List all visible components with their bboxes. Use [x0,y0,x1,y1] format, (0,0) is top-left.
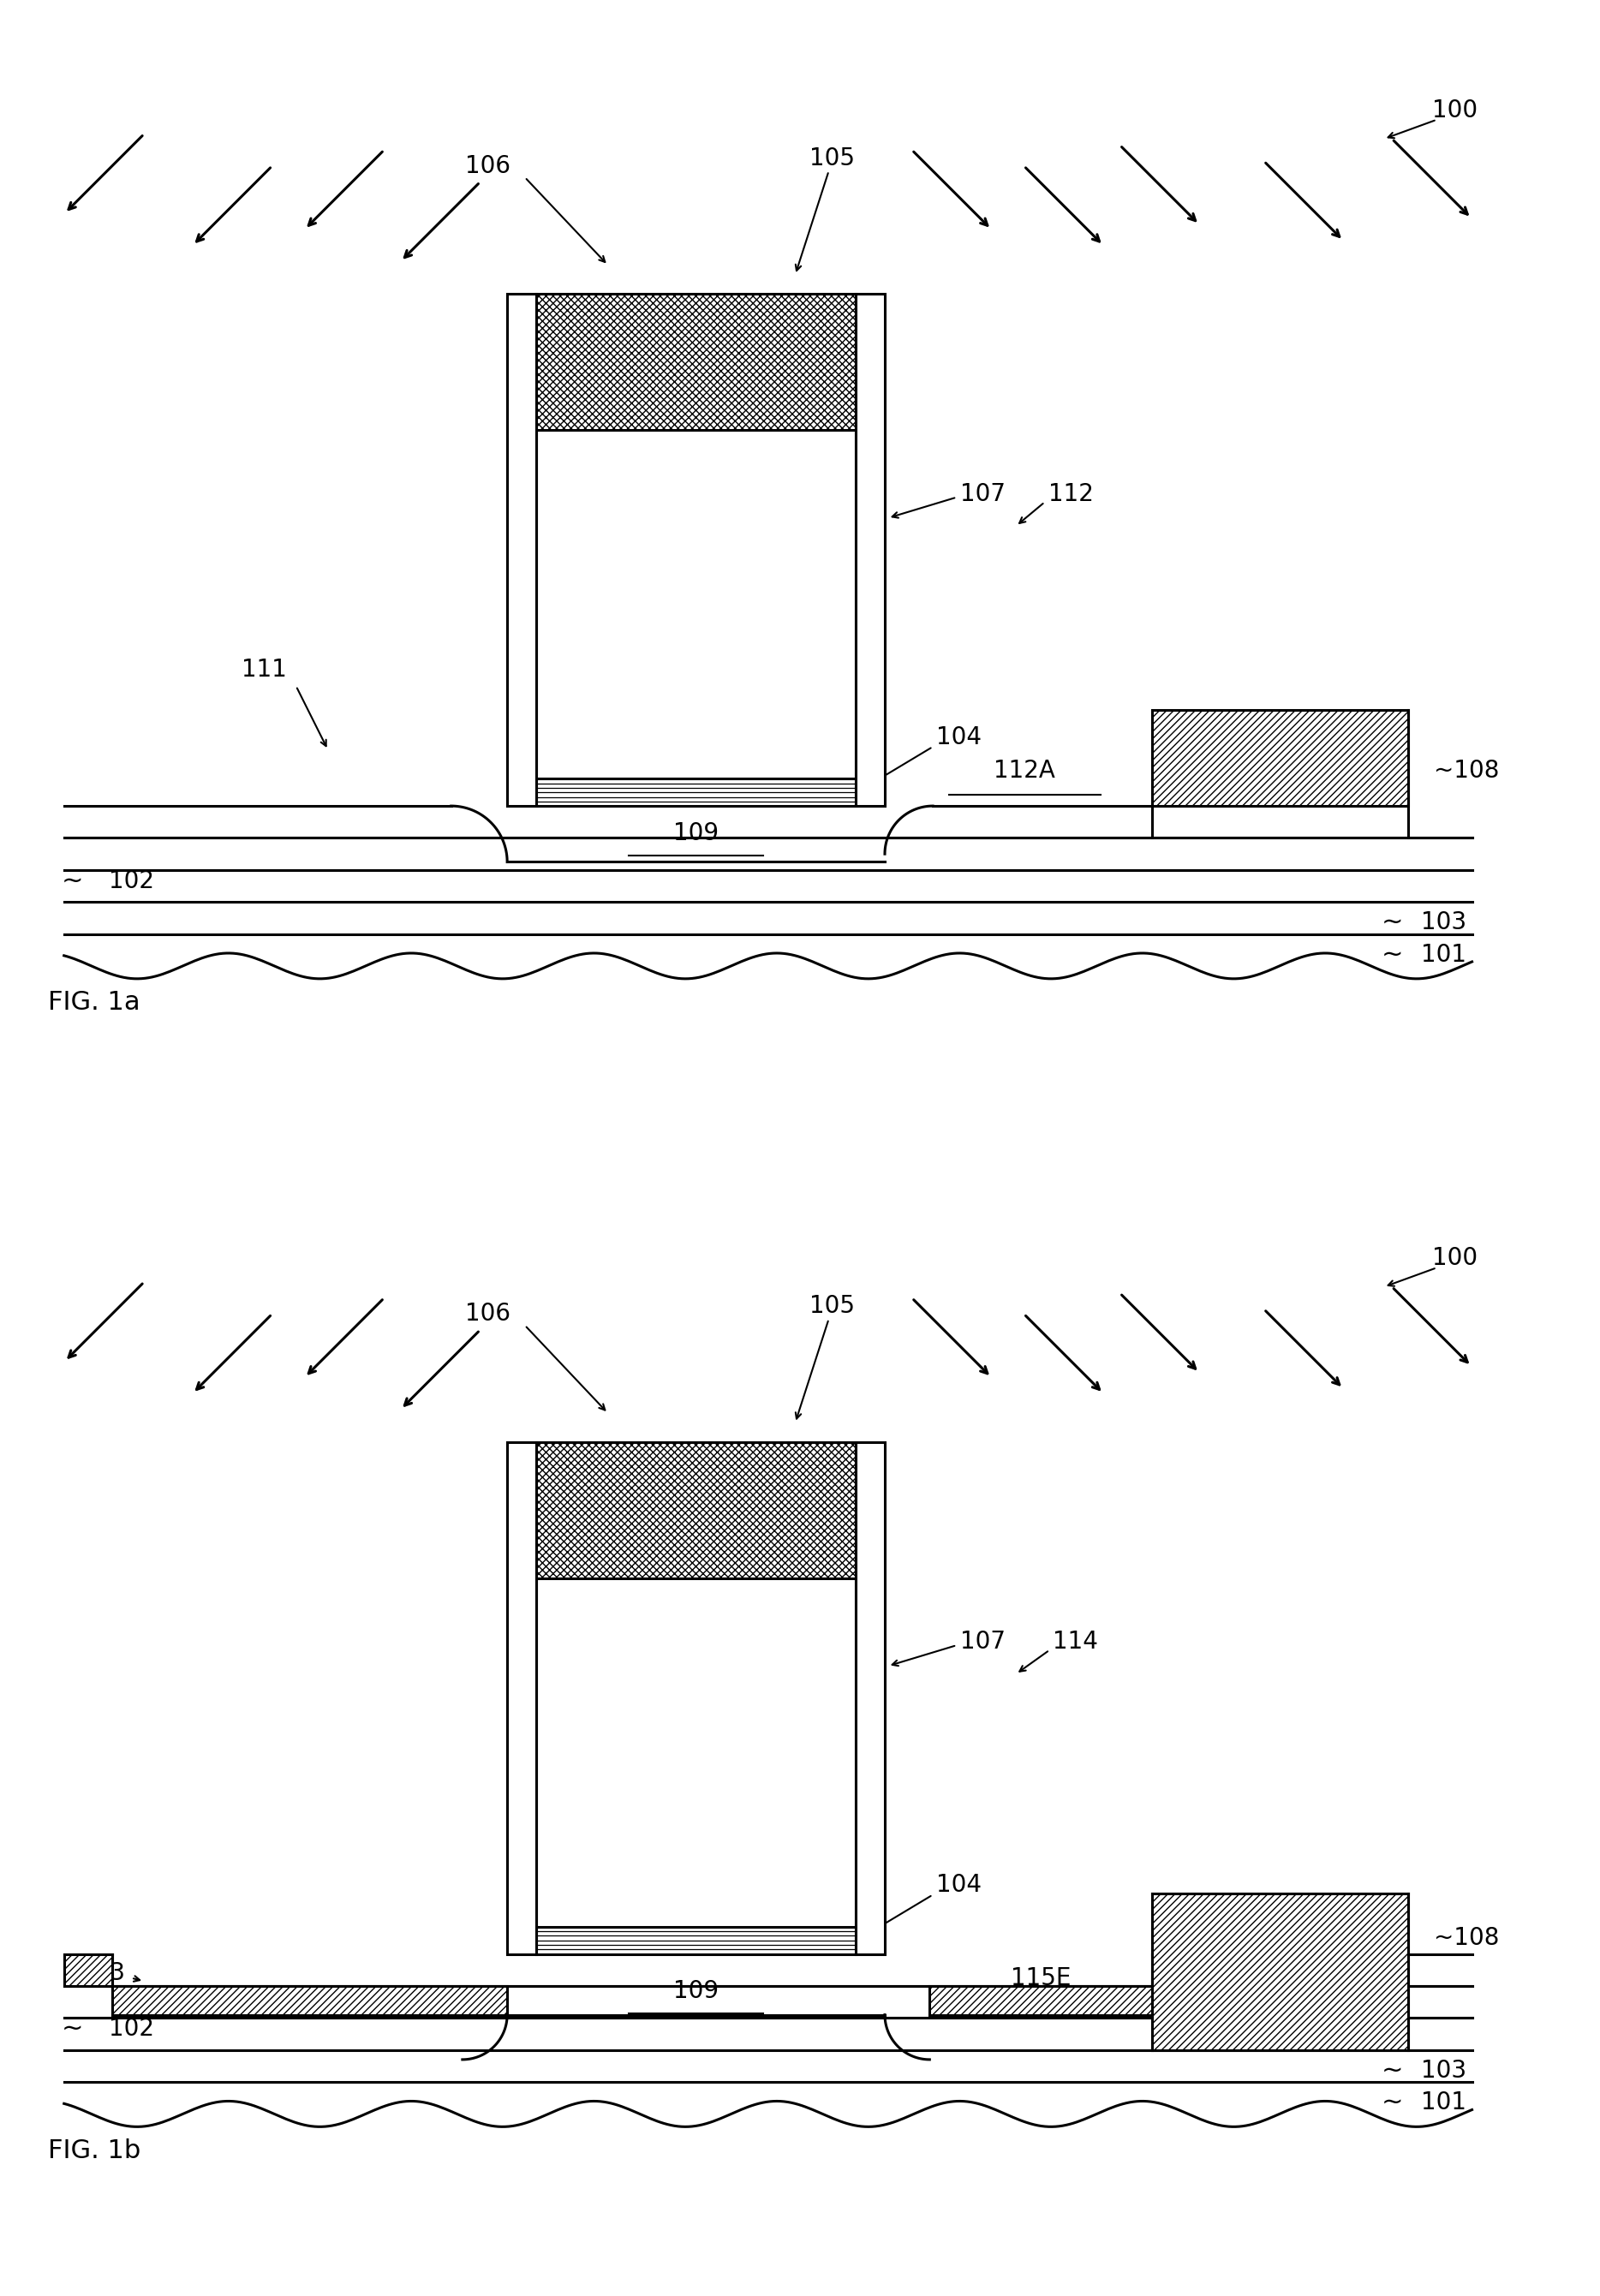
Text: 106: 106 [466,154,510,179]
Text: ~: ~ [1381,941,1403,967]
Text: ~: ~ [1381,2057,1403,2082]
Text: 107: 107 [960,482,1005,505]
Polygon shape [112,1986,507,2016]
Text: 100: 100 [1432,99,1477,122]
Bar [1152,1894,1408,2050]
Polygon shape [930,1986,1152,2016]
Bar [536,429,856,778]
Text: 105: 105 [810,147,854,170]
Text: 105A: 105A [666,1694,726,1717]
Text: 112: 112 [1048,482,1093,505]
Text: ~: ~ [1381,909,1403,934]
Text: 107: 107 [960,1630,1005,1653]
Bar [536,294,856,429]
Text: 103: 103 [1421,912,1466,934]
Bar [856,1442,885,1954]
Text: 101: 101 [1421,2092,1466,2115]
Bar [536,1442,856,1577]
Bar [536,778,856,806]
Text: FIG. 1b: FIG. 1b [48,2138,141,2163]
Bar [1152,709,1408,806]
Bar [536,1926,856,1954]
Text: 109: 109 [674,1979,718,2002]
Text: 109: 109 [674,822,718,845]
Text: 112A: 112A [994,758,1054,783]
Text: 105A: 105A [666,546,726,569]
Text: ~108: ~108 [1434,1926,1499,1949]
Text: 114: 114 [1053,1630,1098,1653]
Text: 100: 100 [1432,1247,1477,1270]
Text: 104: 104 [936,1874,981,1896]
Text: 103: 103 [1421,2060,1466,2082]
Text: ~108: ~108 [1434,758,1499,783]
Text: 115E: 115E [1011,1965,1070,1991]
Polygon shape [64,1954,112,1986]
Bar [507,294,536,806]
Text: ~: ~ [61,868,83,893]
Text: 106: 106 [466,1302,510,1327]
Text: 113: 113 [80,1961,125,1986]
Text: FIG. 1a: FIG. 1a [48,990,141,1015]
Text: 102: 102 [109,870,154,893]
Bar [856,294,885,806]
Text: 111: 111 [242,659,286,682]
Bar [536,1577,856,1926]
Text: 105: 105 [810,1295,854,1318]
Text: ~: ~ [61,2016,83,2041]
Text: ~: ~ [1381,2089,1403,2115]
Text: 102: 102 [109,2018,154,2041]
Text: 108: 108 [1344,753,1389,778]
Bar [507,1442,536,1954]
Text: 104: 104 [936,726,981,748]
Text: 101: 101 [1421,944,1466,967]
